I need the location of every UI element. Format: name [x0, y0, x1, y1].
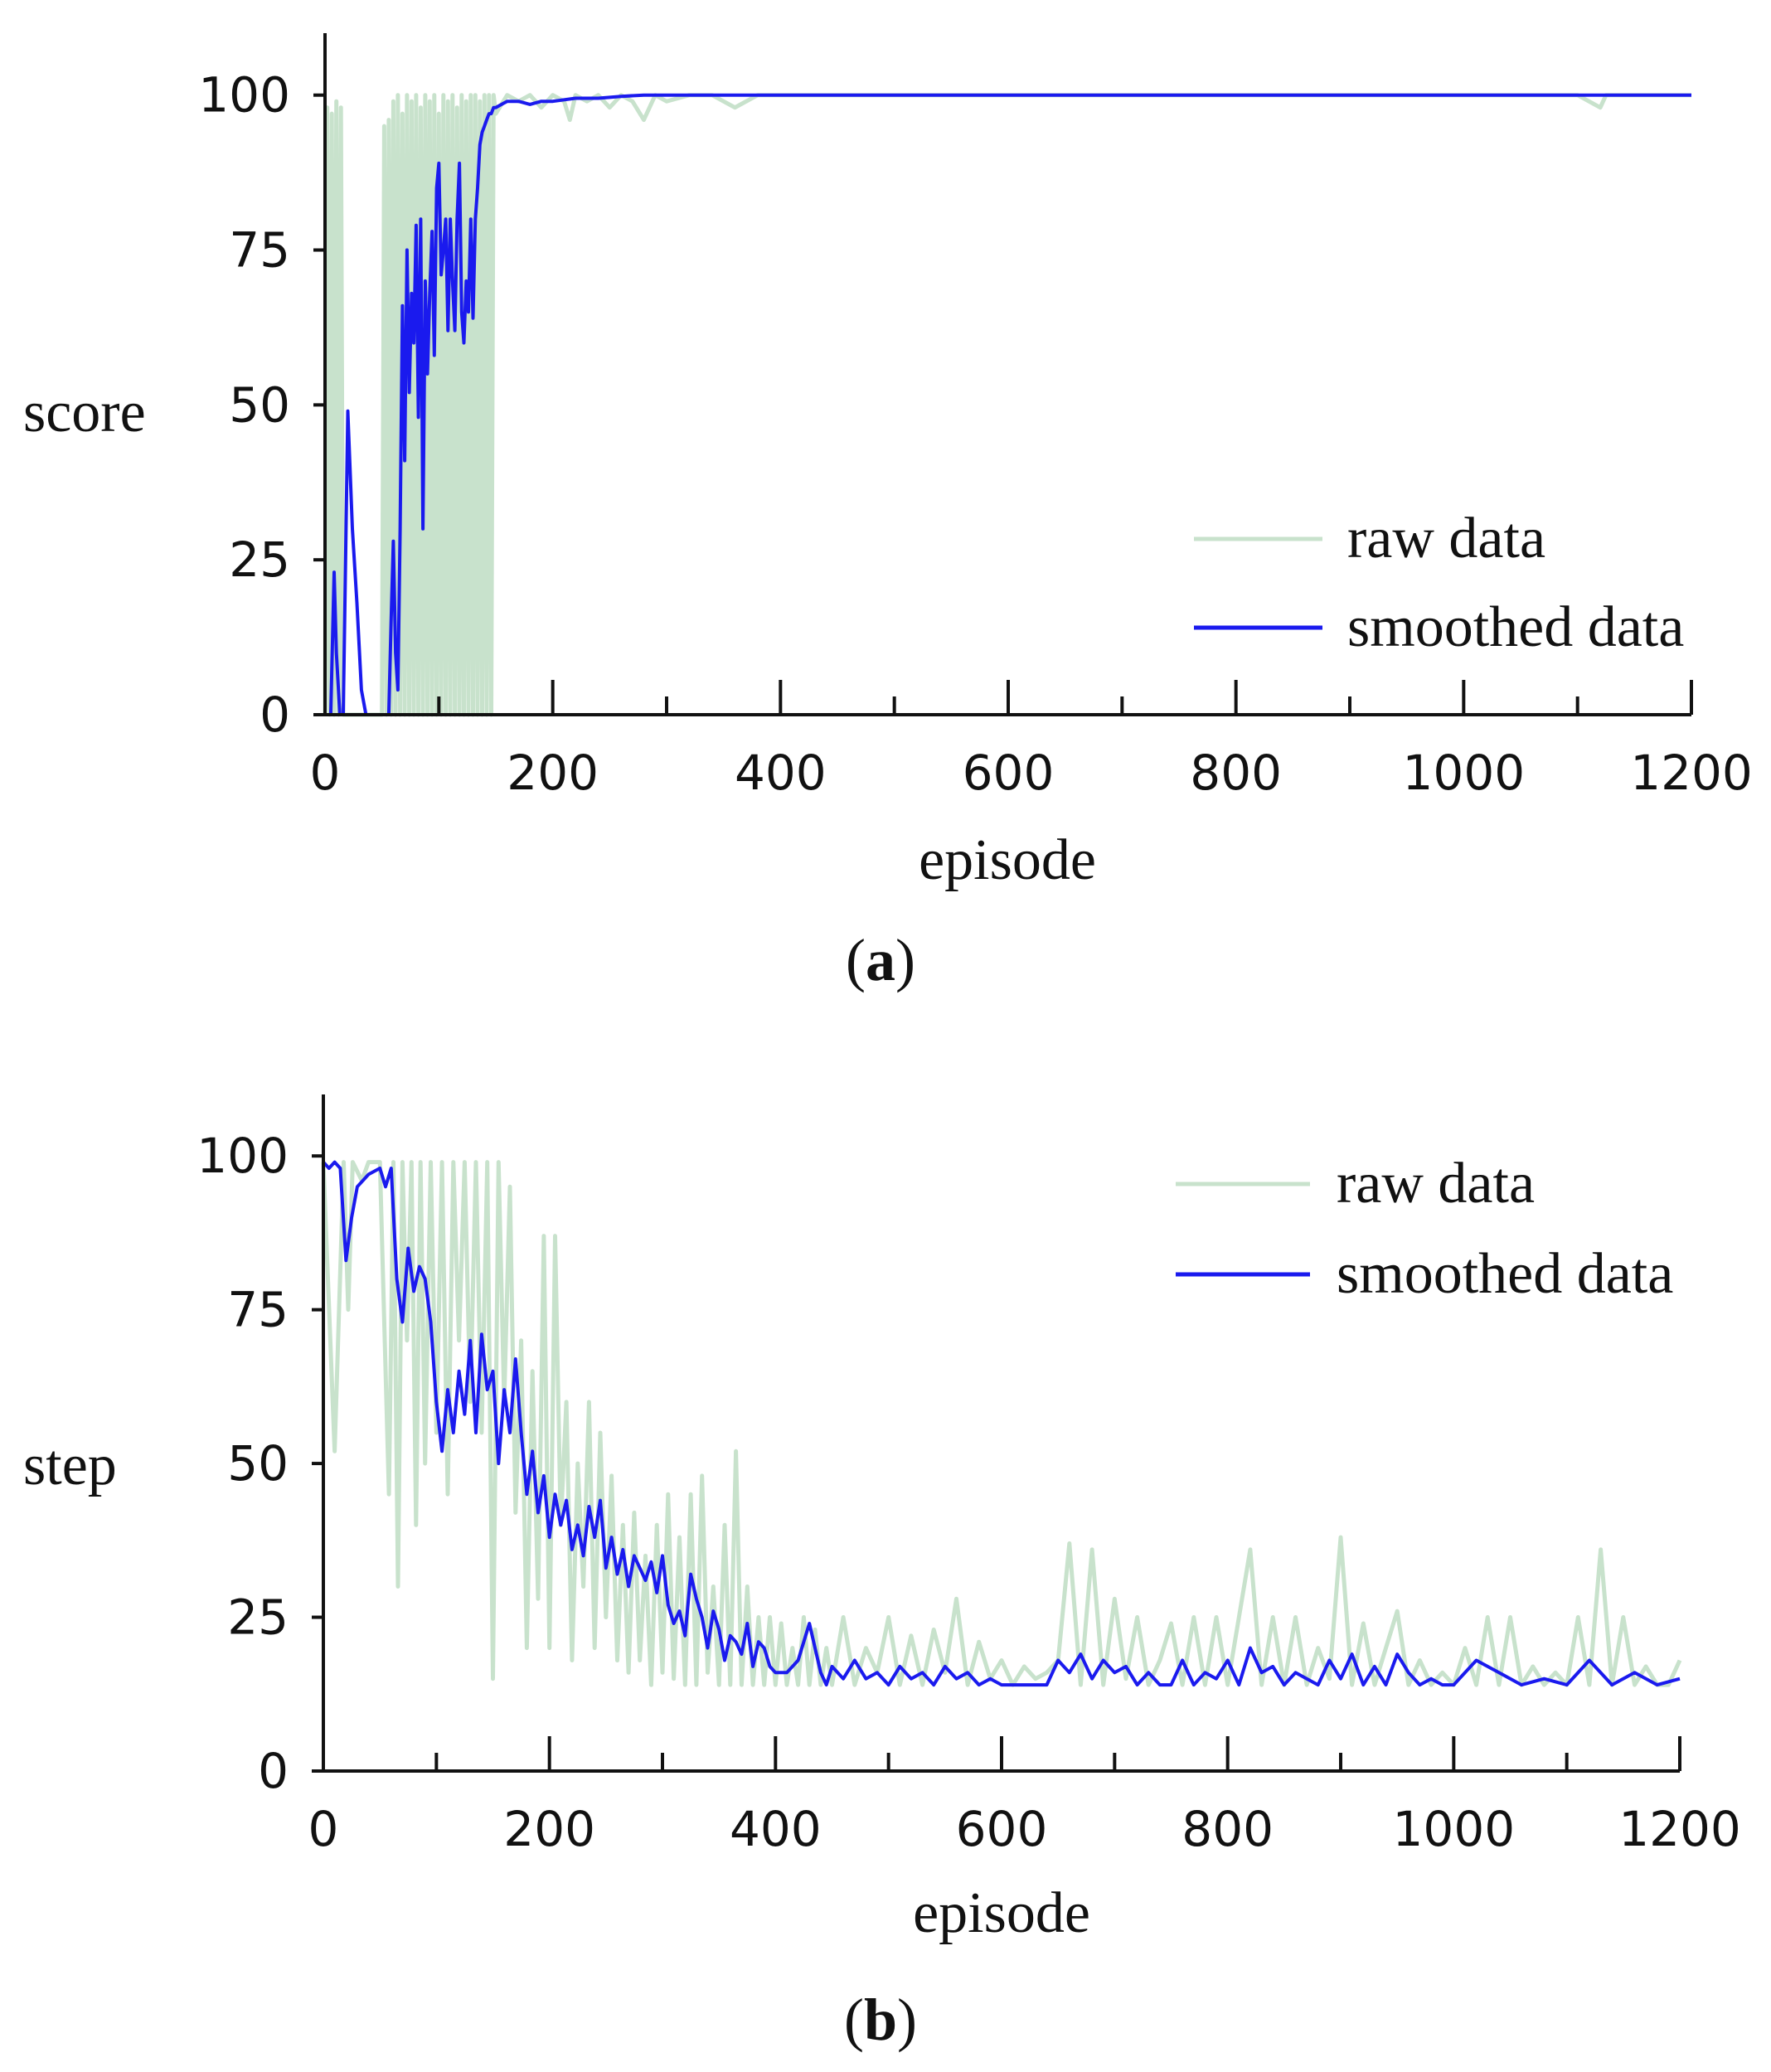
x-tick-label: 0	[308, 1801, 339, 1857]
y-tick-label: 100	[198, 67, 290, 124]
x-tick-label: 1000	[1393, 1801, 1516, 1857]
legend-label-smoothed: smoothed data	[1337, 1242, 1673, 1306]
panel-b: 0 200 400 600 800 1000 1200 0 25 50 75 100 raw data…	[23, 1094, 1741, 2053]
y-tick-label: 100	[197, 1128, 289, 1184]
y-tick-label: 0	[260, 687, 290, 743]
y-tick-label: 50	[227, 1435, 289, 1492]
y-tick-label: 75	[227, 1282, 289, 1338]
x-tick-label: 600	[963, 745, 1055, 801]
y-tick-label: 25	[227, 1589, 289, 1646]
axes-layer-a: 0 200 400 600 800 1000 1200 0 25 50 75 100	[198, 33, 1753, 801]
caption-close: )	[895, 927, 915, 993]
legend-b: raw data smoothed data	[1176, 1152, 1673, 1306]
legend-label-raw: raw data	[1347, 507, 1545, 570]
x-tick-label: 800	[1181, 1801, 1274, 1857]
caption-letter: a	[866, 927, 895, 993]
legend-a: raw data smoothed data	[1194, 507, 1684, 659]
series-layer-b	[321, 1160, 1682, 1687]
panel-caption: (b)	[844, 1987, 917, 2053]
y-axis-title: score	[23, 381, 146, 444]
x-tick-label: 400	[735, 745, 827, 801]
caption-letter: b	[864, 1987, 897, 2053]
legend-label-smoothed: smoothed data	[1347, 595, 1684, 659]
panel-caption: (a)	[846, 927, 915, 993]
raw-data-line	[321, 1160, 1682, 1687]
y-tick-label: 50	[229, 376, 290, 433]
x-tick-label: 200	[507, 745, 599, 801]
axes-layer-b: 0 200 400 600 800 1000 1200 0 25 50 75 100	[197, 1094, 1741, 1857]
legend-label-raw: raw data	[1337, 1152, 1535, 1216]
caption-open: (	[846, 927, 866, 993]
x-tick-label: 600	[956, 1801, 1048, 1857]
y-tick-label: 25	[229, 531, 290, 588]
x-axis-title: episode	[913, 1881, 1090, 1945]
y-axis-title: step	[23, 1434, 117, 1497]
y-tick-label: 75	[229, 222, 290, 279]
caption-close: )	[897, 1987, 917, 2053]
y-tick-label: 0	[258, 1743, 289, 1799]
x-tick-label: 0	[310, 745, 341, 801]
x-axis-title: episode	[919, 828, 1096, 892]
smoothed-data-line	[322, 1160, 1681, 1687]
panel-a: 0 200 400 600 800 1000 1200 0 25 50 75 100 raw data…	[23, 33, 1753, 993]
x-tick-label: 1200	[1630, 745, 1753, 801]
caption-open: (	[844, 1987, 864, 2053]
x-tick-label: 1200	[1618, 1801, 1741, 1857]
x-tick-label: 800	[1190, 745, 1282, 801]
x-tick-label: 1000	[1403, 745, 1526, 801]
x-tick-label: 200	[503, 1801, 595, 1857]
x-tick-label: 400	[730, 1801, 822, 1857]
